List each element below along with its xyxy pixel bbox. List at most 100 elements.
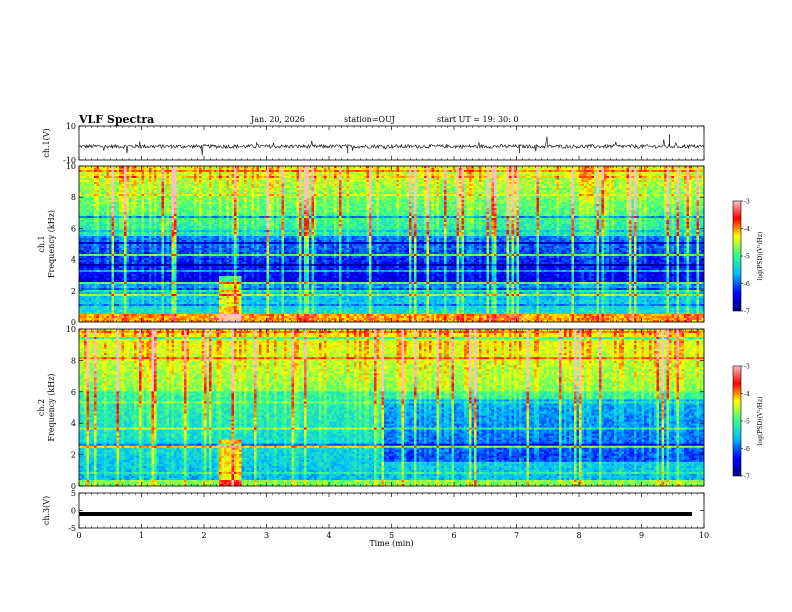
spectrogram-cell — [89, 180, 92, 183]
spectrogram-cell — [339, 174, 342, 177]
spectrogram-cell — [106, 172, 110, 175]
spectrogram-cell — [121, 170, 125, 173]
spectrogram-cell — [391, 180, 395, 183]
spectrogram-cell — [306, 180, 310, 183]
spectrogram-cell — [366, 170, 370, 173]
spectrogram-cell — [601, 176, 605, 179]
spectrogram-cell — [354, 178, 357, 181]
spectrogram-cell — [401, 176, 405, 179]
spectrogram-cell — [176, 166, 180, 169]
spectrogram-cell — [401, 168, 405, 171]
spectrogram-cell — [284, 168, 287, 171]
spectrogram-cell — [284, 180, 287, 183]
spectrogram-cell — [466, 170, 470, 173]
spectrogram-cell — [111, 170, 115, 173]
spectrogram-cell — [239, 180, 242, 183]
spectrogram-cell — [611, 172, 615, 175]
spectrogram-cell — [506, 172, 510, 175]
spectrogram-cell — [144, 172, 147, 175]
spectrogram-cell — [461, 176, 465, 179]
spectrogram-cell — [536, 180, 540, 183]
spectrogram-cell — [474, 168, 477, 171]
spectrogram-cell — [279, 174, 282, 177]
spectrogram-cell — [181, 180, 185, 183]
spectrogram-cell — [534, 168, 537, 171]
spectrogram-cell — [616, 176, 620, 179]
spectrogram-cell — [304, 180, 307, 183]
spectrogram-cell — [329, 172, 332, 175]
spectrogram-cell — [611, 166, 615, 169]
spectrogram-cell — [634, 174, 637, 177]
spectrogram-cell — [166, 170, 170, 173]
spectrogram-cell — [654, 166, 657, 169]
spectrogram-cell — [531, 178, 535, 181]
spectrogram-cell — [151, 166, 155, 169]
spectrogram-cell — [646, 170, 650, 173]
spectrogram-cell — [496, 172, 500, 175]
spectrogram-cell — [171, 174, 175, 177]
spectrogram-cell — [79, 174, 82, 177]
spectrogram-cell — [196, 178, 200, 181]
spectrogram-cell — [434, 174, 437, 177]
spectrogram-cell — [181, 176, 185, 179]
spectrogram-cell — [184, 170, 187, 173]
spectrogram-cell — [576, 170, 580, 173]
spectrogram-cell — [579, 180, 582, 183]
spectrogram-cell — [99, 174, 102, 177]
spectrogram-cell — [416, 170, 420, 173]
spectrogram-cell — [391, 178, 395, 181]
spectrogram-cell — [331, 178, 335, 181]
spectrogram-cell — [266, 174, 270, 177]
spectrogram-cell — [404, 178, 407, 181]
spectrogram-cell — [559, 180, 562, 183]
spectrogram-cell — [244, 166, 247, 169]
spectrogram-cell — [454, 180, 457, 183]
spectrogram-cell — [436, 176, 440, 179]
spectrogram-cell — [156, 180, 160, 183]
spectrogram-cell — [604, 166, 607, 169]
spectrogram-cell — [409, 178, 412, 181]
spectrogram-cell — [481, 168, 485, 171]
spectrogram-cell — [404, 172, 407, 175]
spectrogram-cell — [519, 172, 522, 175]
spectrogram-cell — [641, 178, 645, 181]
spectrogram-cell — [426, 178, 430, 181]
spectrogram-cell — [664, 168, 667, 171]
spectrogram-cell — [79, 166, 82, 169]
spectrogram-cell — [511, 170, 515, 173]
spectrogram-cell — [701, 168, 705, 171]
spectrogram-cell — [699, 176, 702, 179]
y-tick-label: -10 — [63, 156, 76, 165]
spectrogram-cell — [229, 172, 232, 175]
spectrogram-cell — [194, 174, 197, 177]
spectrogram-cell — [419, 170, 422, 173]
spectrogram-cell — [94, 176, 97, 179]
spectrogram-cell — [439, 174, 442, 177]
spectrogram-cell — [446, 174, 450, 177]
spectrogram-cell — [99, 180, 102, 183]
spectrogram-cell — [529, 180, 532, 183]
spectrogram-cell — [309, 168, 312, 171]
spectrogram-cell — [249, 180, 252, 183]
spectrogram-cell — [351, 180, 355, 183]
spectrogram-cell — [156, 172, 160, 175]
spectrogram-cell — [609, 180, 612, 183]
spectrogram-cell — [624, 178, 627, 181]
spectrogram-cell — [294, 168, 297, 171]
spectrogram-cell — [426, 172, 430, 175]
spectrogram-cell — [214, 166, 217, 169]
spectrogram-cell — [421, 172, 425, 175]
spectrogram-cell — [331, 176, 335, 179]
spectrogram-cell — [404, 180, 407, 183]
spectrogram-cell — [391, 166, 395, 169]
spectrogram-cell — [229, 168, 232, 171]
spectrogram-cell — [409, 180, 412, 183]
spectrogram-cell — [321, 178, 325, 181]
spectrogram-cell — [251, 178, 255, 181]
spectrogram-cell — [441, 166, 445, 169]
spectrogram-cell — [234, 168, 237, 171]
spectrogram-cell — [474, 166, 477, 169]
spectrogram-cell — [601, 178, 605, 181]
spectrogram-cell — [404, 168, 407, 171]
spectrogram-cell — [594, 178, 597, 181]
